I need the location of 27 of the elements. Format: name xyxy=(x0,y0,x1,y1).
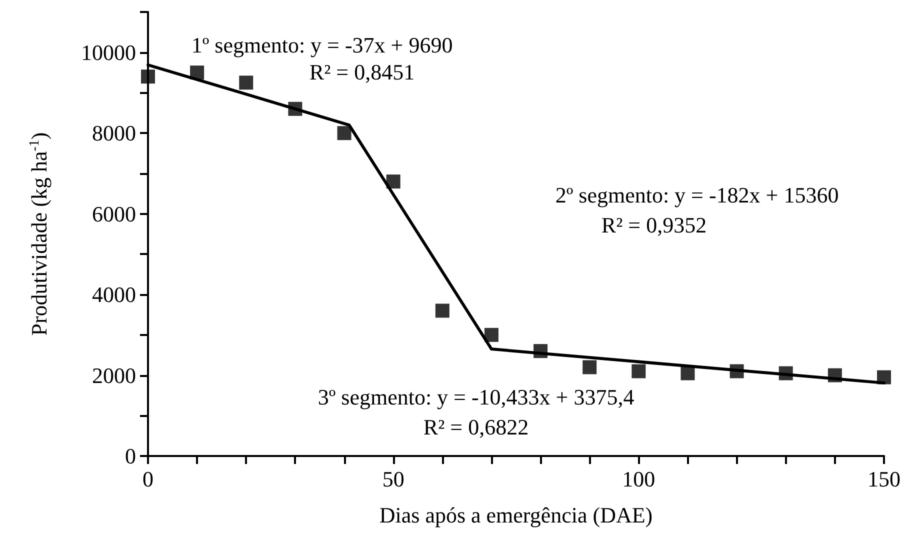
y-tick-label: 0 xyxy=(125,444,136,468)
y-tick-label: 10000 xyxy=(81,40,136,65)
y-axis-title: Produtividade (kg ha-1) xyxy=(26,132,52,336)
x-tick-label: 150 xyxy=(868,466,900,492)
annotation: R² = 0,6822 xyxy=(423,414,529,440)
y-tick-label: 2000 xyxy=(92,362,136,388)
point xyxy=(680,366,695,380)
point xyxy=(632,364,646,378)
annotation: 2º segmento: y = -182x + 15360 xyxy=(555,182,839,208)
annotation: R² = 0,8451 xyxy=(309,60,415,84)
point xyxy=(386,174,400,189)
annotation: 1º segmento: y = -37x + 9690 xyxy=(191,32,453,58)
point xyxy=(435,304,450,318)
x-tick-label: 0 xyxy=(142,466,154,492)
annotation: 3º segmento: y = -10,433x + 3375,4 xyxy=(318,384,634,410)
point xyxy=(582,360,597,374)
point xyxy=(239,76,254,90)
point xyxy=(141,70,155,84)
y-tick-label: 8000 xyxy=(92,120,136,146)
point xyxy=(484,328,498,342)
annotation: R² = 0,9352 xyxy=(601,212,707,238)
point xyxy=(337,126,352,140)
x-axis-title: Dias após a emergência (DAE) xyxy=(379,502,653,528)
x-tick-label: 50 xyxy=(382,466,404,492)
y-tick-label: 4000 xyxy=(92,282,136,308)
x-tick-label: 100 xyxy=(622,466,656,492)
y-tick-label: 6000 xyxy=(92,201,136,226)
